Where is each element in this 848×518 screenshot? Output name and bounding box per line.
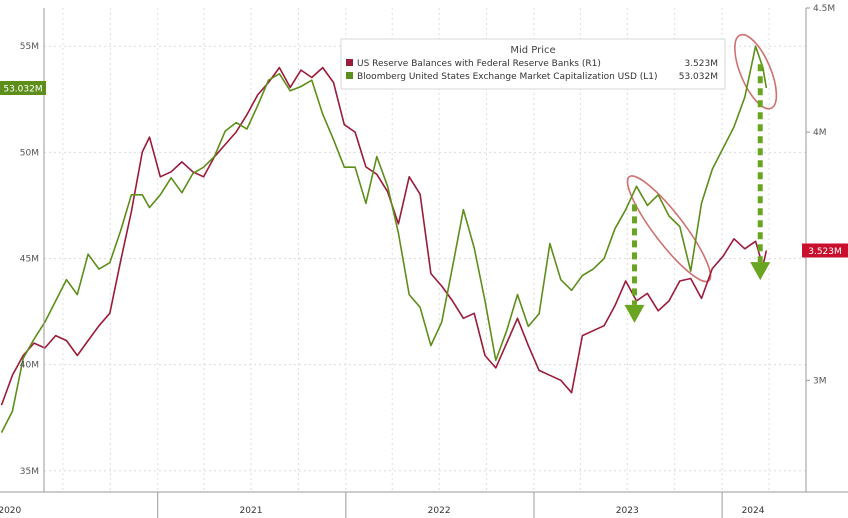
right-tick-label: 4M	[813, 128, 827, 138]
left-tick-label: 55M	[20, 42, 39, 52]
legend-value-market-cap: 53.032M	[679, 72, 718, 82]
legend-swatch-market-cap	[346, 72, 353, 79]
left-tick-label: 50M	[20, 148, 39, 158]
series-lines	[0, 45, 768, 433]
legend-label-market-cap: Bloomberg United States Exchange Market …	[357, 72, 658, 82]
right-value-tag	[802, 243, 848, 258]
axes: 35M 40M 45M 50M 55M 3M 4M 4.5M 2020 2021 2022 2023 2…	[0, 4, 848, 518]
annotation-arrows	[624, 64, 771, 323]
x-tick-label: 2020	[0, 506, 22, 516]
series-line-reserve-balances	[0, 66, 768, 406]
left-tick-label: 45M	[20, 254, 39, 264]
left-tick-label: 40M	[20, 361, 39, 371]
legend-swatch-reserve-balances	[346, 59, 353, 66]
annotation-arrow-head	[624, 304, 645, 323]
legend: Mid Price US Reserve Balances with Feder…	[340, 38, 726, 90]
x-tick-label: 2022	[428, 506, 451, 516]
legend-label-reserve-balances: US Reserve Balances with Federal Reserve…	[357, 59, 601, 69]
left-tick-label: 35M	[20, 467, 39, 477]
right-tick-label: 4.5M	[813, 4, 835, 14]
annotation-ellipse	[626, 175, 712, 283]
right-tick-label: 3M	[813, 376, 827, 386]
legend-box	[340, 38, 726, 90]
series-line-market-cap	[0, 45, 768, 433]
right-value-tag-text: 3.523M	[808, 247, 842, 257]
x-tick-label: 2021	[240, 506, 263, 516]
left-value-tag-text: 53.032M	[3, 84, 42, 94]
annotation-ellipses	[626, 33, 778, 283]
x-tick-label: 2024	[742, 506, 765, 516]
annotation-arrow-head	[750, 262, 771, 281]
annotation-ellipse	[734, 33, 778, 110]
x-tick-label: 2023	[616, 506, 639, 516]
legend-header: Mid Price	[510, 45, 555, 56]
left-value-tag	[0, 80, 46, 95]
legend-value-reserve-balances: 3.523M	[684, 59, 718, 69]
